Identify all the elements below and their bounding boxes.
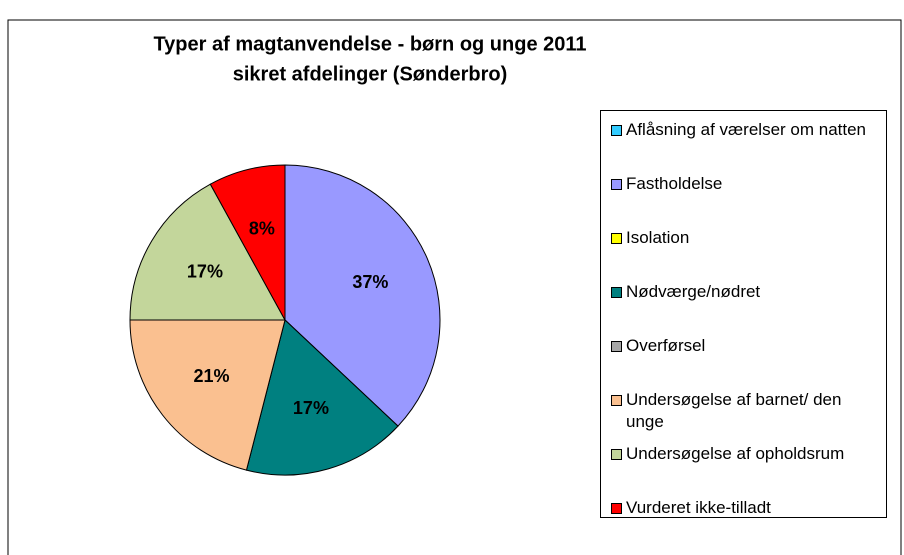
legend-item: Overførsel [611,335,876,357]
legend-label: Fastholdelse [626,174,723,193]
data-label: 17% [293,398,329,418]
legend-swatch [611,287,622,298]
data-label: 21% [193,366,229,386]
legend-swatch [611,125,622,136]
legend-item: Aflåsning af værelser om natten [611,119,876,141]
data-label: 17% [187,261,223,281]
legend-item: Fastholdelse [611,173,876,195]
legend-swatch [611,233,622,244]
data-label: 37% [352,272,388,292]
legend-label: Aflåsning af værelser om natten [626,120,867,139]
chart-title: Typer af magtanvendelse - børn og unge 2… [153,33,586,55]
pie-slice [284,164,441,427]
legend-swatch [611,449,622,460]
pie-slice [129,319,286,471]
legend-swatch [611,341,622,352]
pie-slice [129,183,286,321]
legend-item: Isolation [611,227,876,249]
legend-swatch [611,179,622,190]
legend-item: Undersøgelse af barnet/ den unge [611,389,876,433]
legend-item: Undersøgelse af opholdsrum [611,443,876,465]
chart-subtitle: sikret afdelinger (Sønderbro) [233,63,508,85]
legend-label: Nødværge/nødret [626,282,761,301]
legend-label: Undersøgelse af barnet/ den unge [626,390,842,431]
legend-item: Nødværge/nødret [611,281,876,303]
legend-label: Isolation [626,228,690,247]
pie-slice [245,319,399,476]
legend-item: Vurderet ikke-tilladt [611,497,876,519]
legend: Aflåsning af værelser om natten Fastholde… [600,110,887,518]
legend-label: Undersøgelse af opholdsrum [626,444,845,463]
data-label: 8% [249,219,275,239]
pie-slice [209,164,286,321]
legend-swatch [611,395,622,406]
legend-label: Overførsel [626,336,706,355]
legend-label: Vurderet ikke-tilladt [626,498,771,517]
legend-swatch [611,503,622,514]
